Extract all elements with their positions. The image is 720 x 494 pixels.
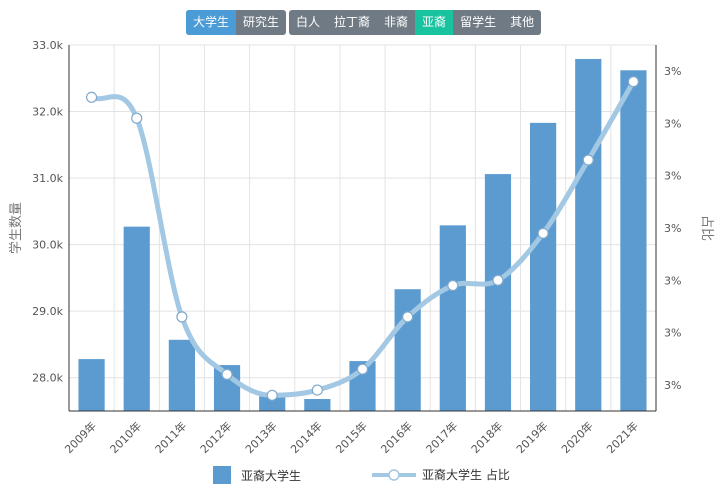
x-tick-label: 2018年 (468, 419, 505, 456)
x-tick-label: 2009年 (62, 419, 99, 456)
share-point-2015年 (356, 363, 369, 375)
bar-2018年 (484, 174, 512, 411)
share-point-2016年 (402, 311, 414, 323)
x-tick-label: 2019年 (513, 419, 550, 456)
y-right-tick-label: 3% (664, 65, 681, 78)
share-point-2013年 (266, 389, 278, 401)
y-right-tick-label: 3% (664, 170, 681, 183)
graduate-button[interactable]: 研究生 (243, 15, 280, 29)
asian-button[interactable]: 亚裔 (415, 10, 454, 35)
level-toggle-group: 大学生 研究生 (186, 10, 287, 35)
bar-2017年 (439, 225, 466, 411)
y-right-tick-label: 3% (664, 117, 681, 130)
y-tick-label: 29.0k (32, 305, 63, 318)
x-tick-label: 2012年 (197, 419, 234, 456)
x-tick-label: 2020年 (558, 419, 595, 456)
y-tick-label: 32.0k (32, 106, 63, 119)
undergrad-button[interactable]: 大学生 (186, 10, 237, 35)
y-tick-label: 31.0k (32, 172, 63, 185)
x-tick-label: 2013年 (242, 419, 279, 456)
y-tick-label: 30.0k (32, 239, 63, 252)
bar-2019年 (530, 122, 557, 411)
share-point-2020年 (582, 154, 594, 166)
bar-2011年 (168, 339, 195, 411)
y-axis-right-title: 占比 (699, 215, 714, 241)
international-button[interactable]: 留学生 (460, 15, 497, 29)
bar-2013年 (259, 396, 286, 411)
y-tick-label: 28.0k (32, 372, 63, 385)
share-point-2017年 (447, 279, 459, 292)
share-point-2014年 (311, 384, 323, 396)
bar-2021年 (620, 70, 647, 412)
share-point-2018年 (492, 274, 504, 286)
share-point-2021年 (627, 75, 640, 88)
x-tick-label: 2021年 (604, 419, 641, 456)
bar-2009年 (78, 359, 105, 411)
bar-2014年 (304, 399, 331, 411)
x-tick-label: 2014年 (287, 419, 324, 456)
legend-label-bars: 亚裔大学生 (241, 468, 302, 483)
share-point-2019年 (537, 227, 549, 239)
legend-bar-swatch (213, 466, 231, 484)
legend-line-swatch (372, 468, 416, 481)
x-tick-label: 2011年 (152, 419, 189, 456)
race-toggle-group: 白人 拉丁裔 非裔 亚裔 留学生 其他 (289, 10, 542, 35)
latino-button[interactable]: 拉丁裔 (334, 15, 371, 29)
share-point-2010年 (131, 112, 143, 124)
white-button[interactable]: 白人 (296, 15, 321, 29)
legend-item-bars[interactable]: 亚裔大学生 (213, 466, 301, 484)
legend-label-line: 亚裔大学生 占比 (422, 468, 510, 482)
x-tick-label: 2010年 (107, 419, 144, 456)
x-tick-label: 2017年 (423, 419, 460, 456)
y-right-tick-label: 3% (664, 379, 681, 392)
bar-2020年 (575, 58, 602, 411)
y-right-tick-label: 3% (664, 274, 681, 287)
share-point-2012年 (221, 368, 233, 380)
y-right-tick-label: 3% (664, 222, 681, 235)
share-point-2011年 (176, 311, 188, 323)
other-button[interactable]: 其他 (510, 15, 535, 29)
legend-item-line[interactable]: 亚裔大学生 占比 (372, 466, 510, 483)
bar-2010年 (123, 226, 150, 411)
y-tick-label: 33.0k (32, 39, 63, 52)
x-tick-label: 2016年 (378, 419, 415, 456)
african-american-button[interactable]: 非裔 (384, 15, 409, 29)
share-point-2009年 (85, 91, 98, 103)
y-right-tick-label: 3% (664, 327, 681, 340)
x-tick-label: 2015年 (333, 419, 370, 456)
y-axis-title: 学生数量 (8, 202, 24, 254)
